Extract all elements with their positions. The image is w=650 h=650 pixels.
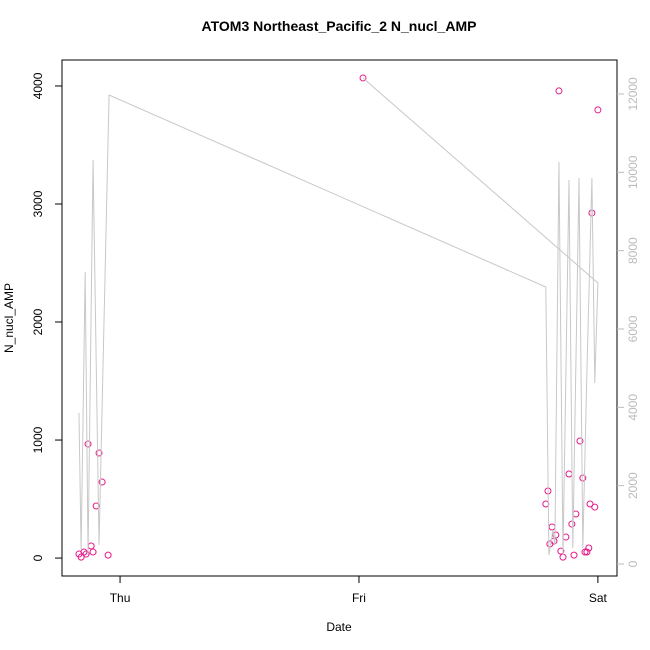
y-tick-label: 1000	[31, 426, 45, 453]
x-axis-label: Date	[326, 620, 352, 634]
point	[80, 548, 88, 556]
line	[78, 77, 599, 556]
point	[95, 449, 103, 457]
point	[104, 551, 112, 559]
point	[557, 547, 565, 555]
point	[579, 474, 587, 482]
point	[591, 503, 599, 511]
point	[583, 548, 591, 556]
y2-tick-label: 8000	[626, 237, 640, 264]
x-tick-label: Thu	[110, 591, 131, 605]
y2-tick-label: 4000	[626, 394, 640, 421]
y-tick-label: 2000	[31, 308, 45, 335]
point	[82, 550, 90, 558]
y2-tick-label: 0	[626, 560, 640, 567]
point	[77, 553, 85, 561]
x-tick-label: Fri	[352, 591, 366, 605]
y-tick-label: 0	[31, 554, 45, 561]
point	[568, 520, 576, 528]
y-tick-label: 3000	[31, 190, 45, 217]
point	[87, 542, 95, 550]
y2-tick-label: 2000	[626, 472, 640, 499]
y2-tick-label: 10000	[626, 155, 640, 189]
point	[586, 500, 594, 508]
point	[559, 553, 567, 561]
point	[581, 548, 589, 556]
point	[548, 523, 556, 531]
point	[89, 548, 97, 556]
chart-title: ATOM3 Northeast_Pacific_2 N_nucl_AMP	[202, 18, 477, 34]
point	[565, 470, 573, 478]
point	[570, 551, 578, 559]
point	[84, 440, 92, 448]
point	[359, 74, 367, 82]
point	[92, 502, 100, 510]
y2-tick-label: 6000	[626, 315, 640, 342]
point	[552, 531, 560, 539]
x-tick-label: Sat	[589, 591, 608, 605]
y2-tick-label: 12000	[626, 77, 640, 111]
y-tick-label: 4000	[31, 72, 45, 99]
point	[585, 544, 593, 552]
point	[555, 87, 563, 95]
point	[98, 478, 106, 486]
plot-box	[61, 59, 618, 577]
point	[576, 437, 584, 445]
y-axis-label: N_nucl_AMP	[2, 283, 16, 353]
point	[594, 106, 602, 114]
